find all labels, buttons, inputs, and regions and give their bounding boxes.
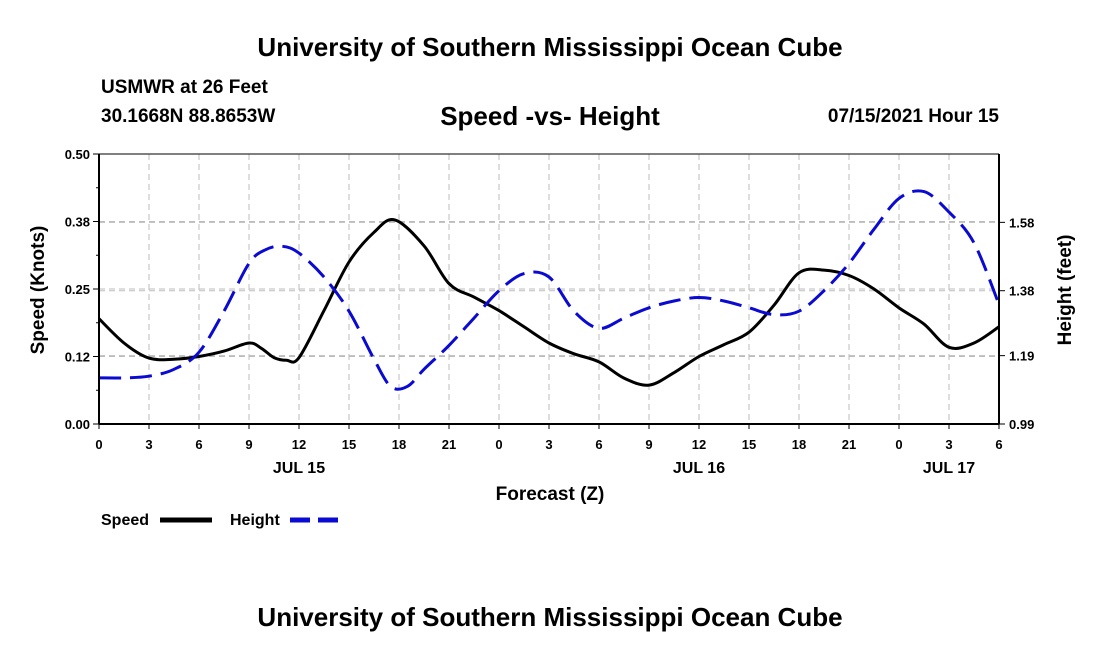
- x-tick-label: 9: [245, 437, 252, 452]
- x-tick-label: 9: [645, 437, 652, 452]
- y-tick-label: 0.38: [65, 215, 90, 230]
- x-tick-label: 3: [145, 437, 152, 452]
- legend-speed-label: Speed: [101, 512, 149, 529]
- x-tick-label: 0: [495, 437, 502, 452]
- legend: Speed Height: [101, 512, 342, 529]
- station-label: USMWR at 26 Feet: [101, 77, 268, 98]
- chart-title: Speed -vs- Height: [440, 101, 660, 131]
- y-tick-label: 0.12: [65, 350, 90, 365]
- x-tick-label: 15: [742, 437, 756, 452]
- y2-tick-label: 1.19: [1009, 349, 1034, 364]
- x-tick-label: 12: [292, 437, 306, 452]
- x-tick-label: 3: [545, 437, 552, 452]
- x-tick-label: 18: [792, 437, 806, 452]
- x-tick-label: 0: [895, 437, 902, 452]
- x-tick-label: 21: [442, 437, 456, 452]
- series-layer: [97, 189, 1001, 391]
- legend-height-label: Height: [230, 512, 280, 529]
- x-tick-label: 0: [95, 437, 102, 452]
- org-title-top: University of Southern Mississippi Ocean…: [257, 32, 843, 62]
- x-tick-label: 12: [692, 437, 706, 452]
- ticks: 0 3 6 9 12 15 18 21 0 3 6 9 12 15 18 21 0 3 6 JUL 15 JUL 16 J…: [65, 147, 1035, 477]
- x-day-label: JUL 16: [673, 460, 725, 477]
- x-tick-label: 18: [392, 437, 406, 452]
- series-line-height: [98, 189, 1001, 391]
- forecast-datetime: 07/15/2021 Hour 15: [827, 106, 999, 127]
- x-tick-label: 6: [995, 437, 1002, 452]
- y2-tick-label: 0.99: [1009, 417, 1034, 432]
- x-axis-label: Forecast (Z): [496, 484, 605, 505]
- y-tick-label: 0.50: [65, 147, 90, 162]
- x-day-label: JUL 15: [273, 460, 325, 477]
- grid: [99, 154, 999, 424]
- x-tick-label: 6: [195, 437, 202, 452]
- x-tick-label: 6: [595, 437, 602, 452]
- x-tick-label: 15: [342, 437, 356, 452]
- y-tick-label: 0.00: [65, 417, 90, 432]
- y2-tick-label: 1.38: [1009, 284, 1034, 299]
- station-coords: 30.1668N 88.8653W: [101, 106, 276, 127]
- y2-tick-label: 1.58: [1009, 215, 1034, 230]
- x-tick-label: 21: [842, 437, 856, 452]
- y2-axis-label: Height (feet): [1055, 235, 1076, 346]
- axis-labels: Forecast (Z) Speed (Knots) Height (feet): [28, 226, 1076, 505]
- y-tick-label: 0.25: [65, 282, 90, 297]
- x-tick-label: 3: [945, 437, 952, 452]
- org-title-bottom: University of Southern Mississippi Ocean…: [257, 602, 843, 632]
- x-day-label: JUL 17: [923, 460, 975, 477]
- y-axis-label: Speed (Knots): [28, 226, 49, 355]
